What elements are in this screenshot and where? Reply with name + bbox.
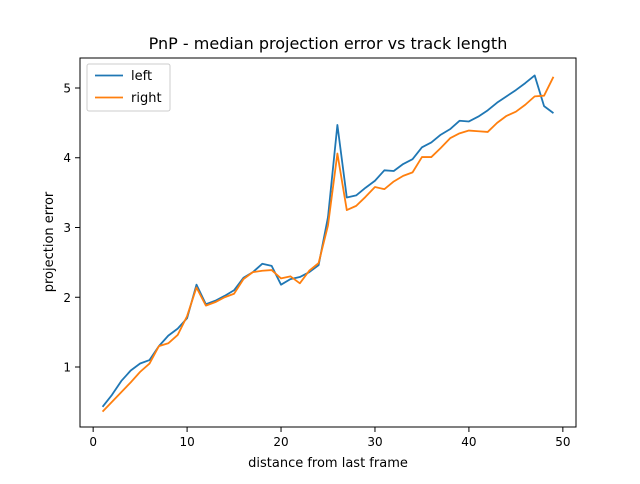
series-layer: [101, 74, 555, 413]
x-axis-label: distance from last frame: [248, 456, 408, 471]
y-tick-label: 3: [63, 221, 71, 235]
chart-title: PnP - median projection error vs track l…: [149, 34, 508, 53]
y-axis: 1 2 3 4 5: [63, 81, 80, 375]
y-axis-label: projection error: [42, 191, 57, 292]
y-tick-label: 5: [63, 81, 71, 95]
y-tick-label: 1: [63, 361, 71, 375]
legend: left right: [86, 63, 171, 112]
x-tick-label: 0: [89, 435, 97, 449]
plot-frame: [79, 57, 577, 428]
x-tick-label: 30: [367, 435, 382, 449]
y-tick-label: 2: [63, 291, 71, 305]
series-line-right: [101, 76, 555, 413]
series-line-left: [101, 74, 554, 408]
x-axis: 0 10 20 30 40 50: [89, 427, 570, 449]
legend-label-left: left: [131, 69, 152, 84]
x-tick-label: 10: [179, 435, 194, 449]
x-tick-label: 40: [461, 435, 476, 449]
y-tick-label: 4: [63, 151, 71, 165]
x-tick-label: 50: [555, 435, 570, 449]
x-tick-label: 20: [273, 435, 288, 449]
legend-label-right: right: [131, 91, 162, 106]
